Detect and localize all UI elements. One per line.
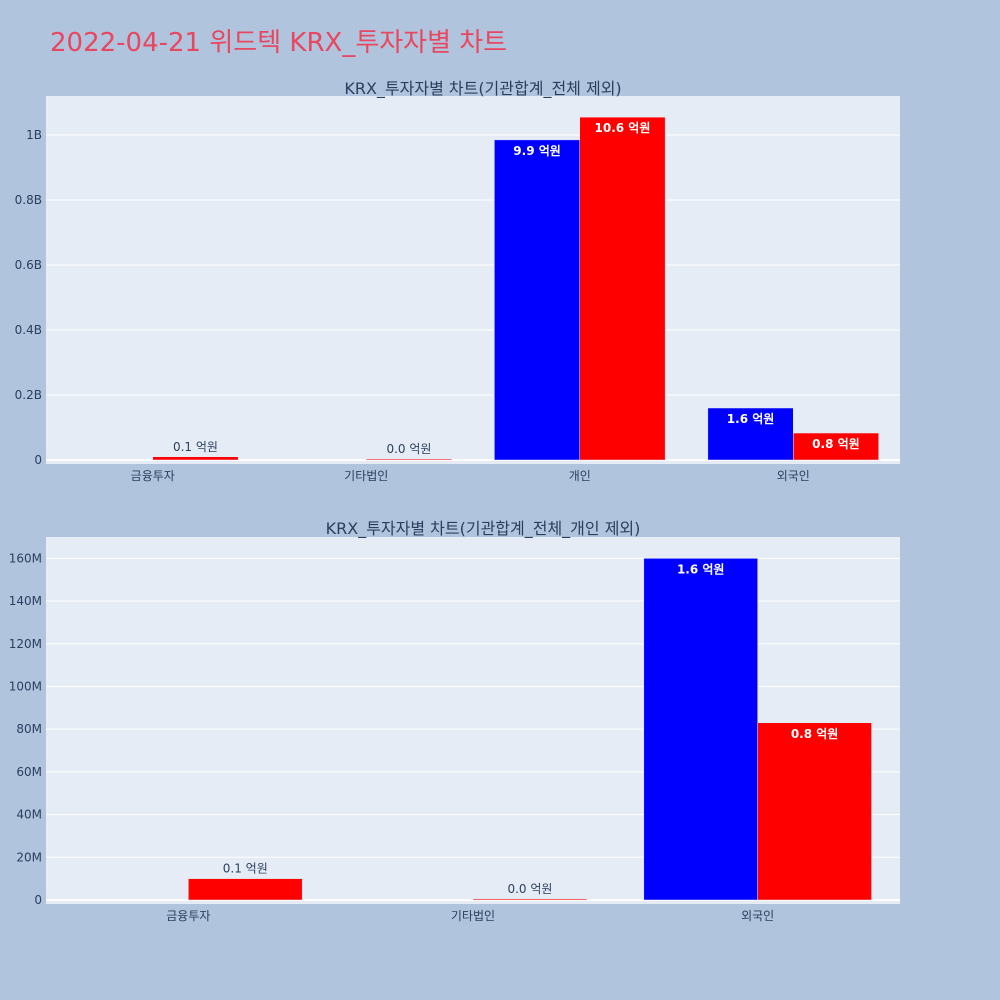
y-tick-label: 160M <box>9 551 42 565</box>
y-tick-label: 0 <box>34 453 42 467</box>
bar <box>793 432 879 461</box>
y-tick-label: 80M <box>16 722 42 736</box>
y-tick-label: 100M <box>9 679 42 693</box>
y-tick-label: 0.6B <box>15 258 42 272</box>
bar <box>152 456 239 461</box>
x-tick-label: 외국인 <box>741 909 774 923</box>
x-tick-label: 기타법인 <box>451 909 495 923</box>
bar <box>579 116 666 461</box>
chart-investor-excl-institution: KRX_투자자별 차트(기관합계_전체 제외) 0 0.2B 0.4B 0.6B 0.8B… <box>15 79 900 483</box>
chart-subtitle: KRX_투자자별 차트(기관합계_전체_개인 제외) <box>326 519 641 539</box>
bar <box>472 898 588 901</box>
data-label: 10.6 억원 <box>595 121 651 135</box>
bar <box>707 407 794 461</box>
bar <box>643 558 758 901</box>
data-label: 0.1 억원 <box>173 440 218 454</box>
page-title: 2022-04-21 위드텍 KRX_투자자별 차트 <box>50 28 508 58</box>
data-label: 1.6 억원 <box>677 562 725 576</box>
x-tick-label: 기타법인 <box>344 469 388 483</box>
y-tick-label: 140M <box>9 594 42 608</box>
y-tick-label: 40M <box>16 808 42 822</box>
data-label: 0.1 억원 <box>223 862 268 876</box>
data-label: 1.6 억원 <box>727 412 775 426</box>
y-tick-label: 0.8B <box>15 193 42 207</box>
x-tick-label: 금융투자 <box>166 909 210 923</box>
y-tick-label: 0.4B <box>15 323 42 337</box>
x-tick-label: 금융투자 <box>131 469 175 483</box>
y-tick-label: 1B <box>26 128 42 142</box>
y-tick-label: 120M <box>9 637 42 651</box>
bar <box>494 139 581 461</box>
data-label: 0.8 억원 <box>791 727 839 741</box>
plot-area <box>46 96 900 464</box>
data-label: 9.9 억원 <box>513 144 561 158</box>
x-tick-label: 외국인 <box>777 469 810 483</box>
data-label: 0.8 억원 <box>812 437 860 451</box>
data-label: 0.0 억원 <box>386 442 431 456</box>
x-tick-label: 개인 <box>569 469 591 483</box>
bar <box>366 458 452 461</box>
y-tick-label: 0 <box>34 893 42 907</box>
chart-subtitle: KRX_투자자별 차트(기관합계_전체 제외) <box>344 79 621 99</box>
y-tick-label: 60M <box>16 765 42 779</box>
y-tick-label: 0.2B <box>15 388 42 402</box>
bar <box>188 878 303 901</box>
bar <box>757 722 872 901</box>
data-label: 0.0 억원 <box>507 882 552 896</box>
y-tick-label: 20M <box>16 850 42 864</box>
